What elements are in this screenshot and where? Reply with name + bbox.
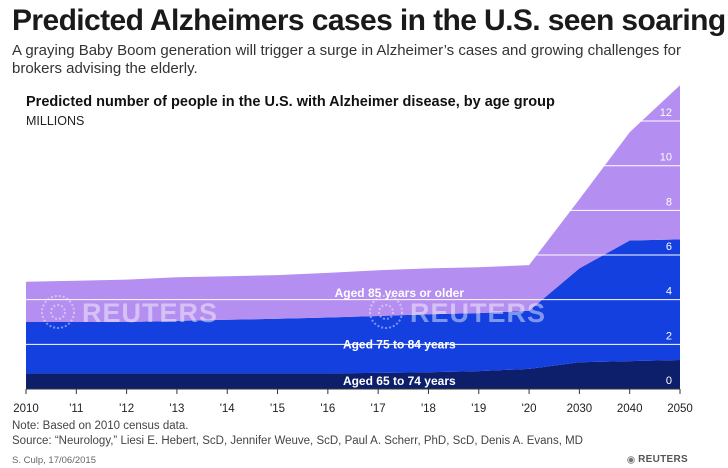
headline: Predicted Alzheimers cases in the U.S. s… bbox=[12, 4, 726, 37]
watermark-text: REUTERS bbox=[82, 298, 218, 328]
note-text: Note: Based on 2010 census data. bbox=[12, 420, 189, 432]
x-tick-label: '12 bbox=[119, 403, 134, 415]
brand-logo-text: REUTERS bbox=[638, 454, 688, 465]
watermark-logo-inner-icon bbox=[50, 304, 66, 320]
credit-text: S. Culp, 17/06/2015 bbox=[12, 455, 96, 466]
watermark-logo-icon bbox=[369, 295, 403, 329]
gridlines bbox=[26, 120, 680, 345]
y-tick-label: 0 bbox=[666, 375, 672, 387]
area-series-1 bbox=[26, 360, 680, 389]
reuters-watermark-2: REUTERS bbox=[369, 295, 546, 329]
x-tick-label: '20 bbox=[522, 403, 537, 415]
x-ticks: 2010 '11 '12 '13 '14 '15 '16 '17 '18 '19 '20 2030 20… bbox=[13, 389, 693, 415]
y-tick-label: 6 bbox=[666, 241, 672, 253]
source-text: Source: “Neurology,” Liesi E. Hebert, Sc… bbox=[12, 435, 583, 447]
y-tick-label: 12 bbox=[660, 107, 672, 119]
chart-title: Predicted number of people in the U.S. w… bbox=[26, 94, 555, 110]
x-tick-label: 2050 bbox=[667, 403, 693, 415]
x-tick-label: 2040 bbox=[617, 403, 643, 415]
y-tick-label: 4 bbox=[666, 286, 672, 298]
x-tick-label: 2010 bbox=[13, 403, 39, 415]
x-tick-label: '18 bbox=[421, 403, 436, 415]
stacked-area-chart: REUTERS REUTERS 0 2 4 6 8 10 12 Aged 65 to 74 y… bbox=[13, 85, 693, 415]
watermark-text: REUTERS bbox=[410, 298, 546, 328]
watermarks: REUTERS REUTERS bbox=[41, 295, 546, 329]
x-tick-label: 2030 bbox=[567, 403, 593, 415]
y-tick-labels: 0 2 4 6 8 10 12 bbox=[660, 107, 672, 387]
reuters-logo-icon bbox=[626, 455, 636, 465]
area-layers bbox=[26, 85, 680, 389]
y-tick-label: 8 bbox=[666, 196, 672, 208]
x-tick-label: '16 bbox=[320, 403, 335, 415]
series-label-3: Aged 85 years or older bbox=[335, 286, 465, 300]
subheadline: A graying Baby Boom generation will trig… bbox=[12, 42, 681, 77]
reuters-watermark-1: REUTERS bbox=[41, 295, 218, 329]
watermark-logo-icon bbox=[41, 295, 75, 329]
x-tick-label: '11 bbox=[69, 403, 83, 415]
x-tick-label: '17 bbox=[371, 403, 386, 415]
y-tick-label: 10 bbox=[660, 152, 672, 164]
x-tick-label: '15 bbox=[270, 403, 285, 415]
y-tick-label: 2 bbox=[666, 330, 672, 342]
series-label-2: Aged 75 to 84 years bbox=[343, 337, 456, 351]
area-series-2 bbox=[26, 239, 680, 374]
area-series-3 bbox=[26, 85, 680, 322]
series-labels: Aged 65 to 74 years Aged 75 to 84 years Ag… bbox=[335, 286, 465, 388]
x-tick-label: '19 bbox=[471, 403, 486, 415]
x-tick-label: '14 bbox=[220, 403, 236, 415]
series-label-1: Aged 65 to 74 years bbox=[343, 374, 456, 388]
x-tick-label: '13 bbox=[169, 403, 184, 415]
y-axis-unit-label: MILLIONS bbox=[26, 114, 84, 128]
watermark-logo-inner-icon bbox=[378, 304, 394, 320]
